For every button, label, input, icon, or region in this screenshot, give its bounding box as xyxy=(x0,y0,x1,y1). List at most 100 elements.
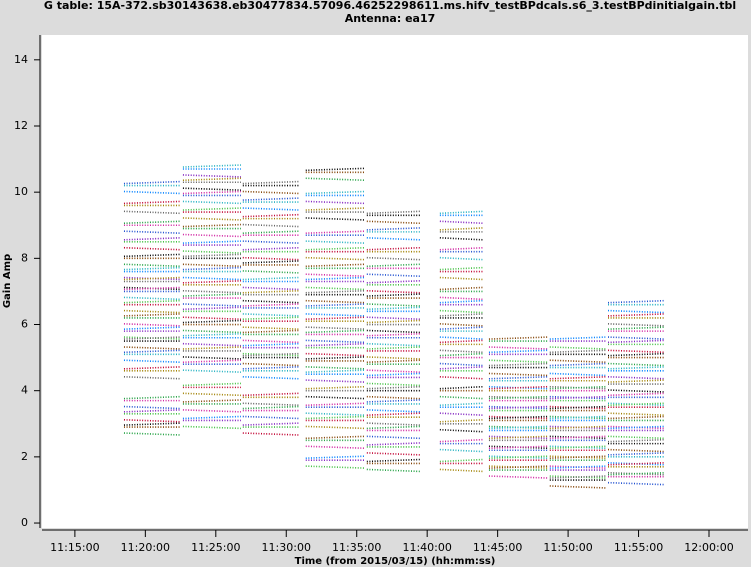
point-streak xyxy=(549,395,606,400)
x-tick-label: 11:50:00 xyxy=(543,541,592,554)
point-streak xyxy=(439,336,484,340)
point-streak xyxy=(439,296,484,301)
point-streak xyxy=(549,435,606,440)
point-streak xyxy=(607,448,665,453)
point-streak xyxy=(123,286,181,291)
point-streak xyxy=(607,379,665,383)
point-streak xyxy=(488,362,548,367)
point-streak xyxy=(488,346,548,350)
point-streak xyxy=(242,432,299,436)
point-streak xyxy=(242,329,299,334)
point-streak xyxy=(488,375,548,380)
x-tick-label: 12:00:00 xyxy=(684,541,733,554)
point-streak xyxy=(182,250,241,254)
point-streak xyxy=(123,309,181,314)
x-tick-label: 11:40:00 xyxy=(402,541,451,554)
point-streak xyxy=(488,455,548,459)
point-streak xyxy=(182,392,241,397)
point-streak xyxy=(366,306,420,311)
point-streak xyxy=(366,452,420,456)
point-streak xyxy=(607,438,665,443)
point-streak xyxy=(123,266,181,271)
point-streak xyxy=(242,256,299,261)
point-streak xyxy=(607,352,665,357)
point-streak xyxy=(366,359,420,364)
point-streak xyxy=(182,369,241,373)
point-streak xyxy=(123,276,181,281)
point-streak xyxy=(123,299,181,304)
point-streak xyxy=(549,415,606,420)
point-streak xyxy=(439,458,484,463)
point-streak xyxy=(366,256,420,261)
point-streak xyxy=(366,385,420,390)
point-streak xyxy=(488,465,548,469)
point-streak xyxy=(182,356,241,360)
point-streak xyxy=(607,462,665,466)
point-streak xyxy=(123,432,181,436)
point-streak xyxy=(182,415,241,420)
chart-title: G table: 15A-372.sb30143638.eb30477834.5… xyxy=(44,0,736,12)
point-streak xyxy=(242,326,299,330)
y-tick-label: 12 xyxy=(14,119,28,132)
point-streak xyxy=(366,227,420,231)
point-streak xyxy=(607,452,665,456)
point-streak xyxy=(182,253,241,258)
y-tick-label: 6 xyxy=(21,318,28,331)
point-streak xyxy=(182,359,241,364)
point-streak xyxy=(439,375,484,380)
point-streak xyxy=(549,349,606,354)
point-streak xyxy=(182,329,241,334)
point-streak xyxy=(439,237,484,241)
point-streak xyxy=(242,362,299,367)
point-streak xyxy=(439,412,484,416)
point-streak xyxy=(366,273,420,278)
point-streak xyxy=(123,253,181,258)
point-streak xyxy=(439,313,484,317)
point-streak xyxy=(439,352,484,357)
point-streak xyxy=(182,187,241,191)
point-streak xyxy=(123,220,181,225)
x-axis-label: Time (from 2015/03/15) (hh:mm:ss) xyxy=(295,556,496,567)
point-streak xyxy=(182,306,241,311)
point-streak xyxy=(182,190,241,195)
point-streak xyxy=(182,200,241,205)
point-streak xyxy=(182,346,241,350)
point-streak xyxy=(366,425,420,430)
point-streak xyxy=(182,293,241,297)
point-streak xyxy=(242,339,299,344)
x-tick-label: 11:20:00 xyxy=(121,541,170,554)
point-streak xyxy=(123,286,181,291)
point-streak xyxy=(549,425,606,430)
point-streak xyxy=(366,399,420,403)
point-streak xyxy=(549,346,606,350)
point-streak xyxy=(366,293,420,297)
point-streak xyxy=(549,445,606,450)
point-streak xyxy=(439,309,484,314)
point-streak xyxy=(607,366,665,370)
point-streak xyxy=(366,319,420,324)
y-tick-label: 2 xyxy=(21,450,28,463)
point-streak xyxy=(549,435,606,440)
point-streak xyxy=(549,405,606,410)
point-streak xyxy=(439,266,484,271)
point-streak xyxy=(607,471,665,476)
point-streak xyxy=(439,210,484,215)
point-streak xyxy=(242,303,299,307)
point-streak xyxy=(366,422,420,426)
y-tick-label: 14 xyxy=(14,53,28,66)
point-streak xyxy=(607,435,665,440)
point-streak xyxy=(549,475,606,479)
point-streak xyxy=(439,323,484,327)
point-streak xyxy=(242,366,299,370)
point-streak xyxy=(366,412,420,416)
point-streak xyxy=(123,409,181,413)
point-streak xyxy=(242,230,299,234)
point-streak xyxy=(182,223,241,228)
point-streak xyxy=(366,237,420,241)
point-streak xyxy=(439,362,484,367)
point-streak xyxy=(182,174,241,178)
point-streak xyxy=(366,356,420,360)
point-streak xyxy=(123,237,181,241)
point-streak xyxy=(123,180,181,185)
